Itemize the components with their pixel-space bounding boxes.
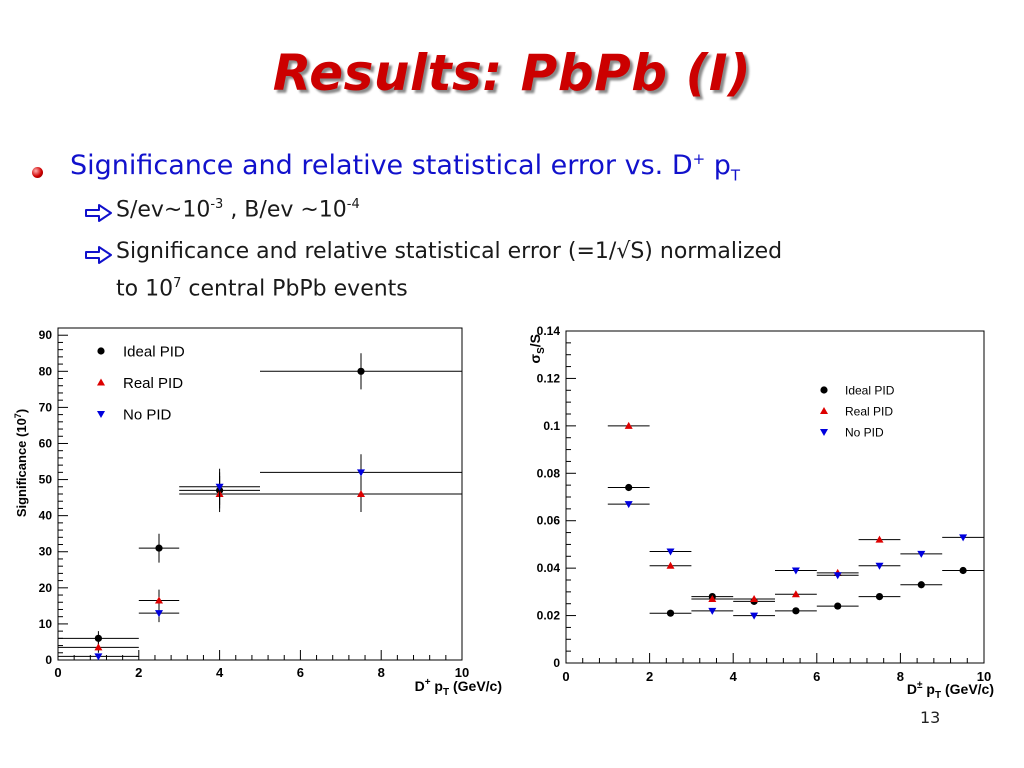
y-tick-label: 70 xyxy=(39,400,53,414)
sub-bullet-normalization: Significance and relative statistical er… xyxy=(116,239,783,264)
x-tick-label: 8 xyxy=(378,665,385,680)
sub-bullet-normalization-continued: to 107 central PbPb events xyxy=(116,276,408,302)
data-point xyxy=(94,643,103,651)
x-tick-label: 8 xyxy=(897,669,904,684)
legend-marker xyxy=(820,407,828,414)
data-point xyxy=(834,602,842,610)
data-point xyxy=(215,483,224,491)
data-point xyxy=(750,612,759,620)
data-point xyxy=(357,490,365,497)
legend-marker xyxy=(820,429,828,436)
legend-marker xyxy=(97,378,105,386)
data-point xyxy=(875,535,884,543)
arrow-bullet-icon xyxy=(85,246,112,264)
legend-marker xyxy=(97,347,105,355)
data-point xyxy=(875,562,884,570)
data-point xyxy=(94,634,102,642)
data-point xyxy=(155,544,163,552)
y-tick-label: 80 xyxy=(39,364,53,378)
x-tick-label: 0 xyxy=(562,669,569,684)
data-point xyxy=(624,501,633,509)
data-point xyxy=(750,594,759,602)
legend-marker xyxy=(97,411,105,418)
legend-marker xyxy=(820,386,828,394)
legend-label: Real PID xyxy=(845,404,893,418)
legend-label: Ideal PID xyxy=(845,383,895,397)
slide-title: Results: PbPb (I) xyxy=(272,44,752,102)
data-point xyxy=(357,367,365,375)
bullet-icon xyxy=(32,167,43,178)
x-tick-label: 6 xyxy=(813,669,820,684)
data-point xyxy=(708,607,717,615)
chart-background xyxy=(512,318,1012,706)
legend-label: No PID xyxy=(845,425,884,439)
data-point xyxy=(959,566,967,575)
data-point xyxy=(357,469,365,477)
y-tick-label: 0.1 xyxy=(543,419,560,433)
data-point xyxy=(94,653,103,661)
data-point xyxy=(625,483,633,492)
data-point xyxy=(666,609,675,617)
y-tick-label: 20 xyxy=(39,581,53,595)
x-tick-label: 0 xyxy=(54,665,61,680)
sub-bullet-rates: S/ev~10-3 , B/ev ~10-4 xyxy=(116,197,360,223)
y-axis-label: σS/S xyxy=(527,334,547,363)
x-tick-label: 4 xyxy=(216,665,224,680)
x-tick-label: 6 xyxy=(297,665,304,680)
legend-label: No PID xyxy=(123,406,172,423)
x-axis-label: D± pT (GeV/c) xyxy=(907,680,994,701)
y-tick-label: 50 xyxy=(39,473,53,487)
data-point xyxy=(791,567,800,575)
y-tick-label: 40 xyxy=(39,509,53,523)
data-point xyxy=(792,607,800,615)
x-tick-label: 2 xyxy=(646,669,653,684)
main-bullet-text: Significance and relative statistical er… xyxy=(70,150,741,185)
data-point xyxy=(917,581,925,589)
y-tick-label: 60 xyxy=(39,436,53,450)
x-tick-label: 10 xyxy=(977,669,991,684)
y-tick-label: 90 xyxy=(39,328,53,342)
data-point xyxy=(155,610,163,618)
legend-label: Real PID xyxy=(123,375,183,392)
y-axis-label: Significance (107) xyxy=(13,409,29,517)
y-tick-label: 0.08 xyxy=(537,466,561,480)
y-tick-label: 0 xyxy=(45,653,52,667)
data-point xyxy=(666,561,675,569)
y-tick-label: 0.04 xyxy=(537,561,561,575)
data-point xyxy=(833,572,842,580)
data-point xyxy=(791,590,800,598)
data-point xyxy=(708,594,717,602)
x-axis-label: D+ pT (GeV/c) xyxy=(415,677,502,698)
data-point xyxy=(959,534,968,542)
significance-chart: 0 2 4 6 8 10 0 10 20 30 40 50 60 70 80 90 Ideal PID Real… xyxy=(8,313,510,705)
y-tick-label: 0.12 xyxy=(537,371,561,385)
chart-background xyxy=(8,313,510,705)
data-point xyxy=(624,421,633,429)
y-tick-label: 30 xyxy=(39,545,53,559)
data-point xyxy=(666,548,675,556)
y-tick-label: 0 xyxy=(553,656,560,670)
legend-label: Ideal PID xyxy=(123,343,185,360)
data-point xyxy=(155,596,163,604)
y-tick-label: 0.02 xyxy=(537,609,561,623)
y-tick-label: 0.14 xyxy=(537,324,561,338)
y-tick-label: 0.06 xyxy=(537,514,561,528)
data-point xyxy=(875,593,884,601)
x-tick-label: 10 xyxy=(455,665,469,680)
x-tick-label: 2 xyxy=(135,665,142,680)
relative-error-chart: 0 2 4 6 8 10 0 0.02 0.04 0.06 0.08 0.1 0.12 0.14 Idea… xyxy=(512,318,1012,706)
x-tick-label: 4 xyxy=(730,669,738,684)
data-point xyxy=(917,550,926,558)
y-tick-label: 10 xyxy=(39,617,53,631)
page-number: 13 xyxy=(920,708,941,727)
arrow-bullet-icon xyxy=(85,204,112,222)
